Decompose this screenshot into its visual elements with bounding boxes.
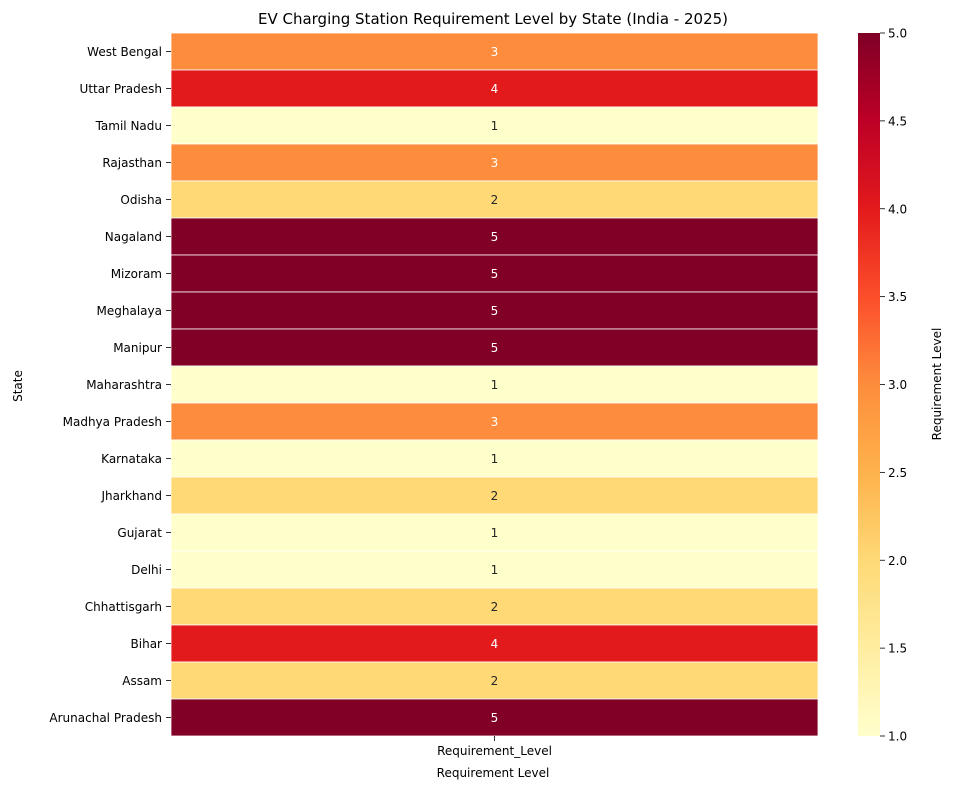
heatmap-cells: 3 4 1 3 2 5 5 5 5 1 3 1 2 1 1 2 4 2 5: [170, 32, 819, 737]
cell-value-label: 4: [491, 82, 499, 96]
y-tick-label: Bihar: [131, 637, 163, 651]
heatmap-cell: [170, 365, 819, 404]
heatmap-cell: [170, 624, 819, 663]
colorbar-label: Requirement Level: [930, 328, 944, 441]
heatmap-cell: [170, 32, 819, 71]
y-axis-label: State: [11, 370, 25, 402]
y-tick-labels: West Bengal Uttar Pradesh Tamil Nadu Rajast…: [49, 45, 171, 725]
heatmap-cell: [170, 439, 819, 478]
colorbar-tick-label: 4.0: [888, 202, 907, 216]
y-tick-label: Odisha: [120, 193, 162, 207]
y-tick-label: Jharkhand: [100, 489, 162, 503]
cell-value-label: 2: [491, 193, 499, 207]
cell-value-label: 2: [491, 600, 499, 614]
cell-value-label: 1: [491, 378, 499, 392]
cell-value-label: 1: [491, 563, 499, 577]
heatmap-cell: [170, 217, 819, 256]
heatmap-cell: [170, 476, 819, 515]
colorbar-tick-label: 5.0: [888, 27, 907, 41]
x-tick-label: Requirement_Level: [437, 744, 552, 758]
cell-value-label: 1: [491, 526, 499, 540]
y-tick-label: Karnataka: [101, 452, 162, 466]
colorbar-ticks: 1.0 1.5 2.0 2.5 3.0 3.5 4.0 4.5 5.0: [880, 27, 907, 744]
y-tick-label: Chhattisgarh: [85, 600, 162, 614]
y-tick-label: Mizoram: [111, 267, 162, 281]
y-tick-label: Manipur: [113, 341, 162, 355]
colorbar-tick-label: 3.5: [888, 290, 907, 304]
heatmap-cell: [170, 143, 819, 182]
y-tick-label: Nagaland: [105, 230, 162, 244]
cell-value-label: 2: [491, 489, 499, 503]
y-tick-label: Assam: [122, 674, 162, 688]
y-tick-label: Arunachal Pradesh: [49, 711, 162, 725]
heatmap-cell: [170, 106, 819, 145]
heatmap-cell: [170, 513, 819, 552]
colorbar-tick-label: 3.0: [888, 378, 907, 392]
y-tick-label: Meghalaya: [97, 304, 162, 318]
colorbar-tick-label: 2.0: [888, 554, 907, 568]
colorbar-tick-label: 1.0: [888, 730, 907, 744]
cell-value-label: 3: [491, 45, 499, 59]
x-tick-labels: Requirement_Level: [437, 736, 552, 758]
cell-value-label: 5: [491, 304, 499, 318]
y-tick-label: Rajasthan: [102, 156, 162, 170]
y-tick-label: Gujarat: [117, 526, 162, 540]
y-tick-label: Tamil Nadu: [95, 119, 162, 133]
heatmap-cell: [170, 550, 819, 589]
colorbar-tick-label: 2.5: [888, 466, 907, 480]
y-tick-label: Uttar Pradesh: [80, 82, 162, 96]
heatmap-cell: [170, 402, 819, 441]
y-tick-label: West Bengal: [87, 45, 162, 59]
colorbar-tick-label: 1.5: [888, 642, 907, 656]
cell-value-label: 5: [491, 267, 499, 281]
y-tick-label: Maharashtra: [86, 378, 162, 392]
cell-value-label: 3: [491, 156, 499, 170]
heatmap-cell: [170, 698, 819, 737]
cell-value-label: 1: [491, 452, 499, 466]
cell-value-label: 5: [491, 711, 499, 725]
cell-value-label: 5: [491, 230, 499, 244]
heatmap-cell: [170, 69, 819, 108]
y-tick-label: Delhi: [131, 563, 162, 577]
chart-title: EV Charging Station Requirement Level by…: [258, 10, 728, 28]
cell-value-label: 2: [491, 674, 499, 688]
y-tick-label: Madhya Pradesh: [63, 415, 162, 429]
colorbar: [858, 33, 880, 736]
cell-value-label: 3: [491, 415, 499, 429]
heatmap-cell: [170, 180, 819, 219]
cell-value-label: 5: [491, 341, 499, 355]
cell-value-label: 4: [491, 637, 499, 651]
colorbar-tick-label: 4.5: [888, 114, 907, 128]
cell-value-label: 1: [491, 119, 499, 133]
x-axis-label: Requirement Level: [437, 766, 550, 780]
